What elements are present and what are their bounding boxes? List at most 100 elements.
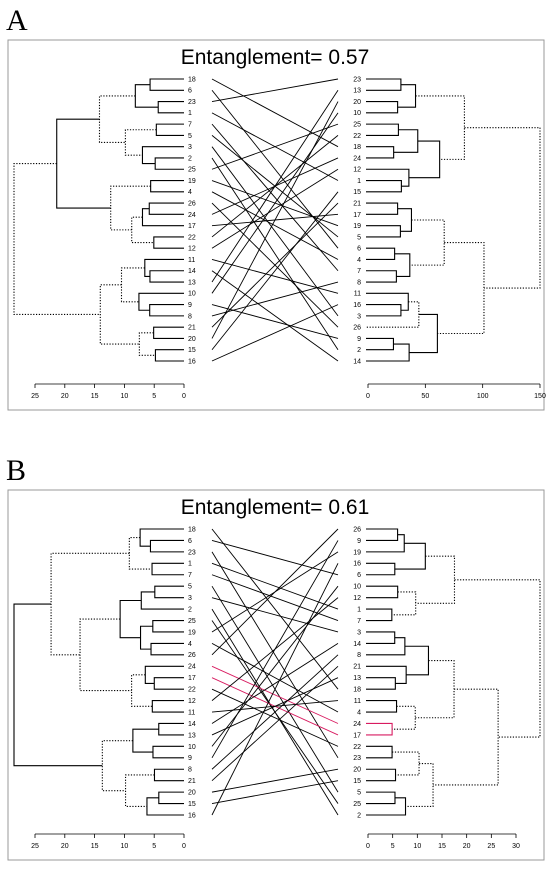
leaf-label-left: 16 [188,358,196,365]
right-axis-b: 0 5 10 15 20 25 30 [366,833,520,850]
left-dendro-link [144,665,184,684]
leaf-label-left: 4 [188,189,192,196]
panel-a-frame [7,39,545,411]
right-dendro-link [366,700,398,713]
connector-16 [211,304,339,362]
entanglement-label-b: Entanglement= 0.61 [181,496,370,519]
leaf-label-right: 22 [353,133,361,140]
left-dendro-link [50,552,130,656]
leaf-label-right: 24 [353,155,361,162]
panel-b: B Entanglement= 0.61 1862317532251942624… [6,454,545,861]
right-dendro-link [408,140,441,179]
right-dendro-link [366,123,399,136]
connector-15 [211,780,339,805]
leaf-label-left: 25 [188,618,196,625]
right-dendro-link [366,745,393,759]
leaf-label-left: 9 [188,302,192,309]
leaf-label-right: 4 [357,257,361,264]
leaf-label-right: 13 [353,88,361,95]
leaf-label-right: 23 [353,76,361,83]
right-dendro-link [366,78,402,91]
right-tick-label: 10 [413,843,421,850]
connector-20 [211,768,339,793]
connector-16 [211,563,339,816]
connector-22 [211,688,339,747]
leaf-label-left: 15 [188,347,196,354]
connector-7 [211,123,339,272]
left-dendro-link [153,677,184,690]
leaf-label-left: 10 [188,744,196,751]
left-tick-label: 20 [61,843,69,850]
right-dendro-link [454,579,541,738]
left-dendro-link [98,95,136,143]
leaf-label-left: 8 [188,767,192,774]
leaf-label-left: 13 [188,732,196,739]
leaf-label-right: 1 [357,178,361,185]
leaf-label-left: 21 [188,325,196,332]
left-dendro-link [13,603,103,767]
connector-12 [211,168,339,249]
leaf-label-left: 3 [188,595,192,602]
leaf-label-left: 21 [188,778,196,785]
connector-23 [211,551,339,759]
right-dendro-link [366,631,396,644]
right-dendro-link [397,208,413,232]
right-dendro-link [366,301,420,328]
right-dendro-link [397,84,417,108]
right-dendro-link [366,292,409,311]
right-dendrogram-b: 2691916610121731482113181142417222320155… [353,526,541,819]
leaf-label-right: 6 [357,572,361,579]
leaf-label-left: 18 [188,76,196,83]
right-dendro-link [366,304,402,317]
leaf-label-right: 16 [353,561,361,568]
left-dendro-link [141,146,184,165]
left-axis-b: 25 20 15 10 5 0 [31,833,186,850]
leaf-label-left: 1 [188,561,192,568]
leaf-label-left: 22 [188,234,196,241]
leaf-label-right: 17 [353,212,361,219]
left-dendro-link [110,185,151,231]
leaf-label-left: 9 [188,755,192,762]
left-dendro-link [56,118,111,209]
leaf-label-left: 8 [188,313,192,320]
right-dendro-link [366,608,393,622]
left-tick-label: 10 [121,393,129,400]
leaf-label-left: 5 [188,133,192,140]
left-dendro-link [157,101,184,114]
right-dendro-link [366,337,394,351]
leaf-label-right: 5 [357,234,361,241]
leaf-label-right: 15 [353,778,361,785]
right-dendro-link [366,168,410,187]
left-dendro-link [119,599,142,639]
right-tick-label: 5 [391,843,395,850]
leaf-label-left: 12 [188,246,196,253]
leaf-label-right: 1 [357,606,361,613]
left-dendro-link [154,349,184,362]
leaf-label-left: 25 [188,167,196,174]
leaf-label-left: 2 [188,606,192,613]
left-dendro-link [149,304,184,317]
leaf-label-left: 1 [188,110,192,117]
left-dendro-link [99,284,140,345]
leaf-label-right: 4 [357,709,361,716]
leaf-label-left: 19 [188,178,196,185]
left-tick-label: 25 [31,843,39,850]
leaf-label-right: 11 [354,698,361,705]
left-dendro-link [151,700,184,713]
leaf-label-right: 21 [353,664,361,671]
leaf-label-left: 14 [188,721,196,728]
right-dendro-link [366,146,395,159]
right-dendro-link [366,665,407,684]
connector-18 [211,78,339,148]
connector-14 [211,270,339,362]
leaf-label-right: 9 [357,538,361,545]
left-dendro-link [124,129,157,156]
leaf-label-right: 12 [353,167,361,174]
left-tick-label: 15 [91,393,99,400]
entanglement-label-a: Entanglement= 0.57 [181,46,370,69]
leaf-label-right: 14 [353,358,361,365]
leaf-label-left: 11 [188,709,195,716]
leaf-label-right: 8 [357,652,361,659]
leaf-label-right: 22 [353,744,361,751]
right-dendro-link [366,202,399,215]
